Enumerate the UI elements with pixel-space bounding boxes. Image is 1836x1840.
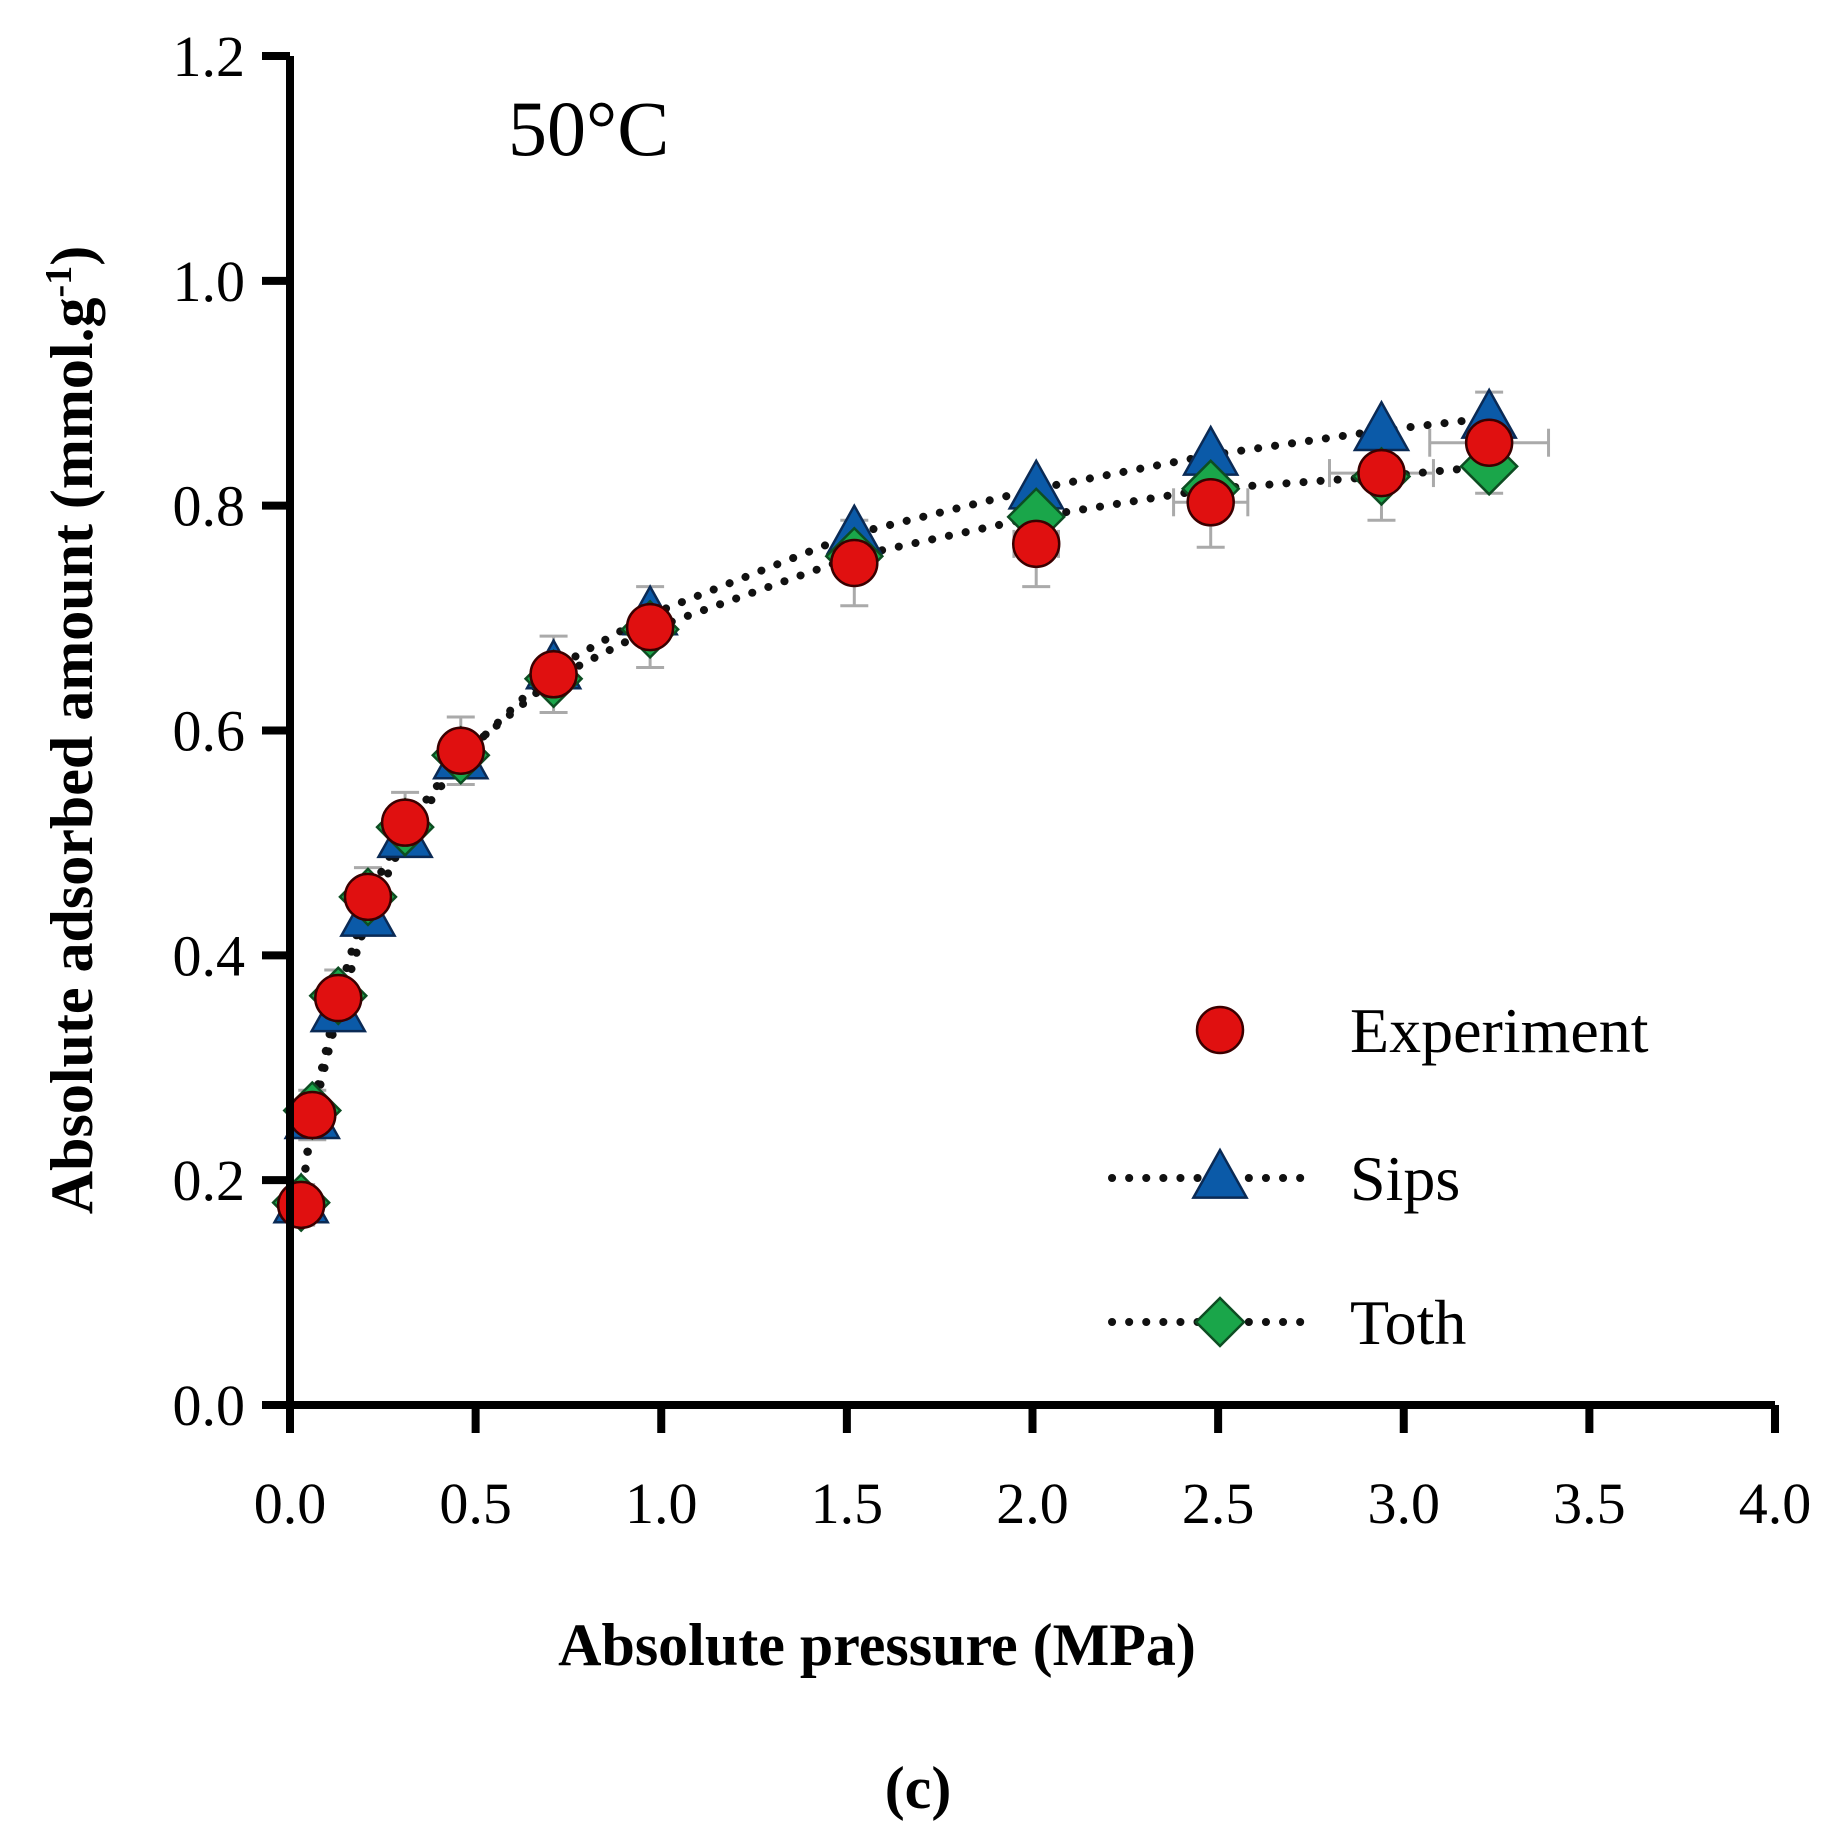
experiment-point — [1464, 418, 1514, 467]
x-tick-label: 0.5 — [439, 1471, 512, 1536]
x-tick-label: 3.0 — [1368, 1471, 1441, 1536]
y-tick-label: 1.0 — [173, 249, 246, 314]
legend-sips-marker — [1191, 1147, 1249, 1199]
experiment-point — [436, 726, 486, 775]
experiment-point — [1186, 478, 1235, 527]
sips-fit-line — [297, 413, 1494, 1207]
x-tick-label: 2.0 — [996, 1471, 1069, 1536]
y-tick-label: 0.0 — [173, 1373, 246, 1438]
y-tick-label: 0.2 — [173, 1148, 246, 1213]
x-tick-label: 1.0 — [625, 1471, 698, 1536]
y-tick-label: 0.6 — [173, 699, 246, 764]
x-tick-label: 0.0 — [254, 1471, 327, 1536]
y-axis-title-close: ) — [39, 246, 105, 266]
axes — [262, 52, 1779, 1433]
annotation-temperature: 50°C — [508, 85, 669, 172]
legend-label-experiment: Experiment — [1350, 995, 1649, 1066]
tick-labels: 0.0 0.5 1.0 1.5 2.0 2.5 3.0 3.5 4.0 0.0 0.2 0.4 0.6 0… — [173, 24, 1812, 1536]
y-tick-label: 0.8 — [173, 474, 246, 539]
y-tick-label: 0.4 — [173, 923, 246, 988]
experiment-point — [288, 1090, 337, 1140]
experiment-point — [276, 1180, 326, 1230]
x-tick-label: 2.5 — [1182, 1471, 1255, 1536]
legend-toth-marker — [1194, 1296, 1246, 1348]
y-tick-label: 1.2 — [173, 24, 246, 89]
sips-point — [1352, 399, 1411, 452]
experiment-point — [1011, 519, 1061, 569]
experiment-point — [529, 650, 578, 699]
experiment-point — [380, 798, 430, 847]
x-tick-label: 1.5 — [811, 1471, 884, 1536]
experiment-point — [1357, 448, 1406, 498]
experiment-point — [314, 973, 363, 1023]
panel-label: (c) — [885, 1755, 952, 1821]
experiment-point — [343, 872, 393, 922]
experiment-point — [830, 538, 879, 588]
y-axis-title-superscript: -1 — [38, 266, 80, 298]
toth-fit-line — [297, 462, 1494, 1207]
x-tick-label: 3.5 — [1553, 1471, 1626, 1536]
y-axis-title-main: Absolute adsorbed amount (mmol.g — [39, 297, 105, 1214]
fit-lines — [297, 413, 1494, 1207]
legend: Experiment Sips Toth — [1108, 995, 1649, 1358]
experiment-point — [625, 602, 675, 652]
data-markers — [271, 387, 1519, 1233]
y-axis-title: Absolute adsorbed amount (mmol.g-1) — [38, 246, 105, 1214]
x-tick-label: 4.0 — [1739, 1471, 1812, 1536]
error-bars — [287, 390, 1551, 1227]
legend-label-sips: Sips — [1350, 1143, 1460, 1214]
x-axis-title: Absolute pressure (MPa) — [558, 1612, 1196, 1678]
legend-label-toth: Toth — [1350, 1287, 1466, 1358]
legend-experiment-marker — [1195, 1005, 1245, 1055]
